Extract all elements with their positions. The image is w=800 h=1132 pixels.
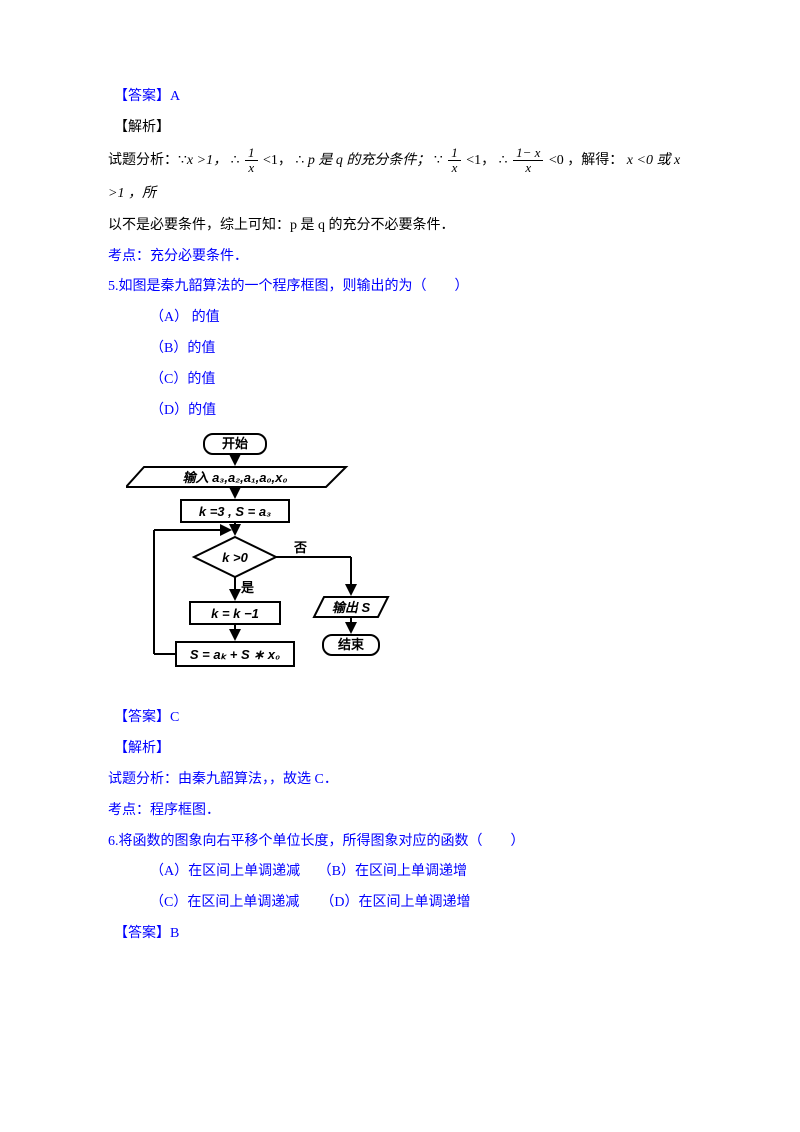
lt1a: <1，: [263, 153, 292, 168]
q5-optD: （D）的值: [108, 396, 692, 427]
flowchart: 开始 输入 a₃,a₂,a₁,a₀,x₀ k =3 , S = a₃ k >0 …: [126, 432, 692, 697]
because: ∵: [178, 153, 187, 168]
fc-no: 否: [293, 540, 307, 555]
analysis-c-line: 试题分析：由秦九韶算法，，故选 C．: [108, 765, 692, 796]
value: A: [170, 89, 180, 104]
analysis-a-heading: 【解析】: [108, 113, 692, 144]
label: 【答案】: [114, 926, 170, 941]
analysis-c-heading: 【解析】: [108, 734, 692, 765]
fc-init-text: k =3 , S = a₃: [199, 504, 271, 519]
flowchart-svg: 开始 输入 a₃,a₂,a₁,a₀,x₀ k =3 , S = a₃ k >0 …: [126, 432, 396, 697]
therefore1: ∴: [231, 153, 240, 168]
analysis-a-line1: 试题分析：∵x >1， ∴ 1 x <1， ∴ p 是 q 的充分条件； ∵ 1…: [108, 144, 692, 211]
q6-stem: 6.将函数的图象向右平移个单位长度，所得图象对应的函数（ ）: [108, 827, 692, 858]
q5-optC: （C）的值: [108, 365, 692, 396]
q6-optA: （A）在区间上单调递减: [150, 864, 300, 879]
topic-a: 考点：充分必要条件．: [108, 242, 692, 273]
therefore3: ∴: [499, 153, 508, 168]
q6-optB: （B）在区间上单调递增: [318, 864, 467, 879]
fc-yes: 是: [240, 580, 255, 595]
q6-optC: （C）在区间上单调递减: [150, 895, 299, 910]
because2: ∵: [434, 153, 443, 168]
topic-value: 程序框图．: [150, 803, 220, 818]
q6-row2: （C）在区间上单调递减 （D）在区间上单调递增: [108, 888, 692, 919]
label: 【答案】: [114, 89, 170, 104]
q5-optB: （B）的值: [108, 334, 692, 365]
q6-row1: （A）在区间上单调递减 （B）在区间上单调递增: [108, 857, 692, 888]
q5-stem: 5.如图是秦九韶算法的一个程序框图，则输出的为（ ）: [108, 272, 692, 303]
lt0: <0 ，解得：: [549, 153, 623, 168]
frac-1-over-x-2: 1 x: [448, 146, 461, 174]
x-gt-1: x >1，: [187, 153, 227, 168]
label: 【答案】: [114, 710, 170, 725]
fc-cond-text: k >0: [222, 550, 248, 565]
p-suff: p 是 q 的充分条件；: [308, 153, 431, 168]
fc-start-text: 开始: [222, 436, 248, 451]
therefore2: ∴: [295, 153, 304, 168]
fc-kdec-text: k = k −1: [211, 606, 259, 621]
fc-output-text: 输出 S: [332, 600, 371, 615]
prefix: 试题分析：: [108, 153, 178, 168]
topic-value: 充分必要条件．: [150, 249, 248, 264]
lt1b: <1，: [466, 153, 495, 168]
frac-1mx-over-x: 1− x x: [513, 146, 543, 174]
topic-c: 考点：程序框图．: [108, 796, 692, 827]
q6-optD: （D）在区间上单调递增: [320, 895, 470, 910]
q5-optA: （A） 的值: [108, 303, 692, 334]
answer-a: 【答案】A: [108, 82, 692, 113]
value: C: [170, 710, 179, 725]
topic-label: 考点：: [108, 803, 150, 818]
topic-label: 考点：: [108, 249, 150, 264]
fc-input-text: 输入 a₃,a₂,a₁,a₀,x₀: [182, 470, 287, 485]
fc-end-text: 结束: [338, 637, 365, 652]
answer-b: 【答案】B: [108, 919, 692, 950]
analysis-a-line2: 以不是必要条件，综上可知：p 是 q 的充分不必要条件．: [108, 211, 692, 242]
fc-supdate-text: S = aₖ + S ∗ x₀: [190, 647, 280, 662]
value: B: [170, 926, 179, 941]
page: 【答案】A 【解析】 试题分析：∵x >1， ∴ 1 x <1， ∴ p 是 q…: [0, 0, 800, 1010]
answer-c: 【答案】C: [108, 703, 692, 734]
frac-1-over-x: 1 x: [245, 146, 258, 174]
